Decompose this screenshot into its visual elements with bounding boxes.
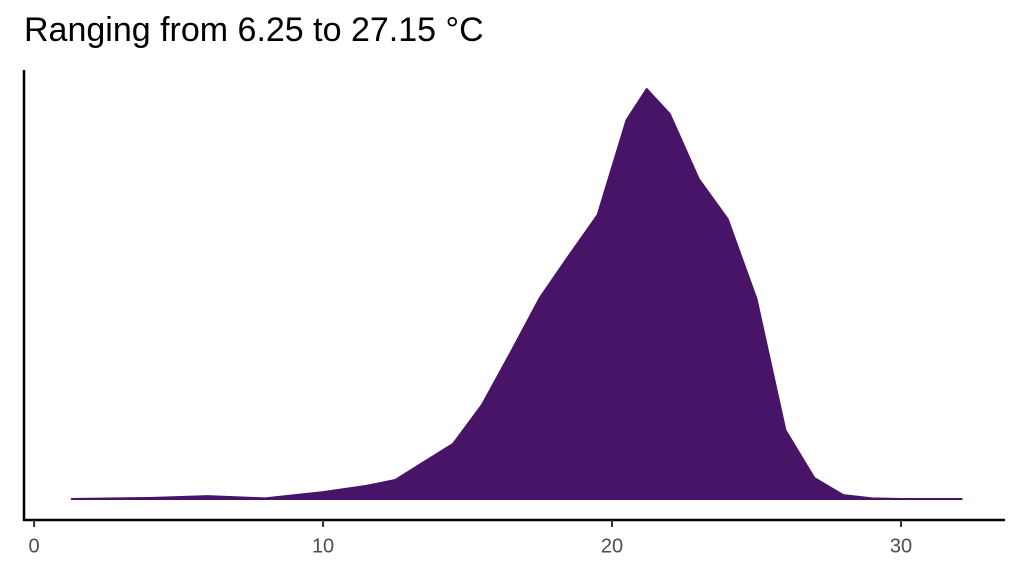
- density-area: [70, 88, 963, 501]
- x-tick-label: 0: [29, 535, 40, 557]
- x-tick-label: 20: [601, 535, 623, 557]
- x-tick-label: 30: [890, 535, 912, 557]
- chart-title: Ranging from 6.25 to 27.15 °C: [24, 11, 484, 49]
- x-tick-label: 10: [312, 535, 334, 557]
